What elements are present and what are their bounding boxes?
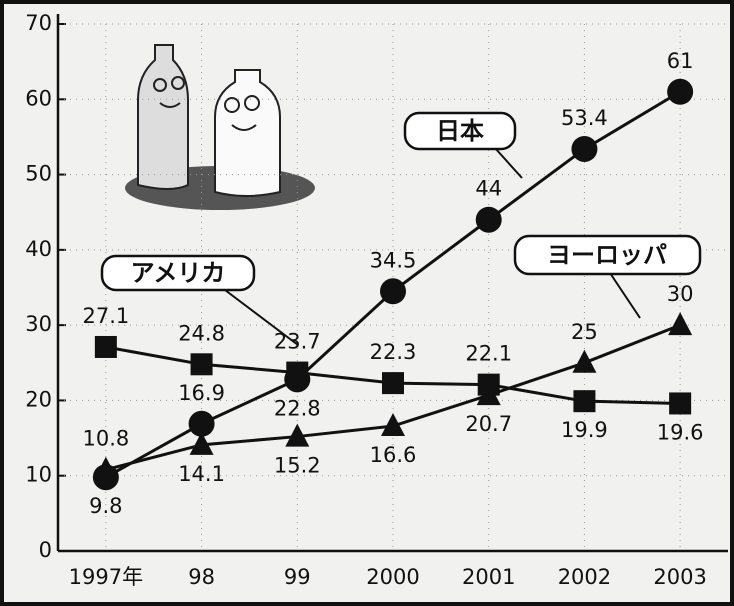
value-label: 15.2 bbox=[274, 454, 321, 478]
point bbox=[95, 336, 117, 358]
value-label: 53.4 bbox=[561, 106, 608, 130]
point bbox=[382, 372, 404, 394]
value-label: 22.1 bbox=[465, 342, 512, 366]
value-label: 27.1 bbox=[82, 304, 129, 328]
y-tick-label: 10 bbox=[25, 463, 52, 487]
legend-label: ヨーロッパ bbox=[547, 241, 667, 269]
value-label: 44 bbox=[475, 177, 502, 201]
value-label: 9.8 bbox=[89, 494, 122, 518]
value-label: 16.9 bbox=[178, 381, 225, 405]
point bbox=[669, 392, 691, 414]
value-label: 22.8 bbox=[274, 396, 321, 420]
y-tick-label: 30 bbox=[25, 312, 52, 336]
chart: 0 10 20 30 40 50 60 70 1997年 98 99 2000 2001 2002 2003… bbox=[0, 0, 734, 606]
y-tick-label: 70 bbox=[25, 11, 52, 35]
y-tick-label: 50 bbox=[25, 162, 52, 186]
legend-label: アメリカ bbox=[131, 259, 226, 287]
point bbox=[476, 207, 502, 233]
point bbox=[573, 390, 595, 412]
value-label: 24.8 bbox=[178, 321, 225, 345]
point bbox=[380, 278, 406, 304]
point bbox=[93, 464, 119, 490]
value-label: 34.5 bbox=[370, 248, 417, 272]
value-label: 14.1 bbox=[178, 462, 225, 486]
legend-label: 日本 bbox=[436, 117, 484, 145]
x-tick-label: 2001 bbox=[462, 565, 515, 589]
value-label: 19.9 bbox=[561, 418, 608, 442]
x-tick-label: 1997年 bbox=[69, 565, 143, 589]
value-label: 16.6 bbox=[370, 443, 417, 467]
value-label: 22.3 bbox=[370, 340, 417, 364]
point bbox=[667, 79, 693, 105]
value-label: 25 bbox=[571, 320, 598, 344]
point bbox=[571, 136, 597, 162]
value-label: 10.8 bbox=[82, 427, 129, 451]
y-tick-label: 40 bbox=[25, 237, 52, 261]
x-tick-label: 99 bbox=[284, 565, 311, 589]
value-label: 20.7 bbox=[465, 412, 512, 436]
x-tick-label: 2002 bbox=[558, 565, 611, 589]
value-label: 61 bbox=[667, 49, 694, 73]
x-tick-label: 2000 bbox=[366, 565, 419, 589]
y-tick-label: 0 bbox=[39, 538, 52, 562]
x-tick-label: 98 bbox=[188, 565, 215, 589]
value-label: 30 bbox=[667, 282, 694, 306]
point bbox=[284, 366, 310, 392]
y-tick-label: 20 bbox=[25, 387, 52, 411]
point bbox=[191, 353, 213, 375]
x-tick-label: 2003 bbox=[653, 565, 706, 589]
y-tick-label: 60 bbox=[25, 86, 52, 110]
point bbox=[189, 411, 215, 437]
value-label: 19.6 bbox=[657, 420, 704, 444]
